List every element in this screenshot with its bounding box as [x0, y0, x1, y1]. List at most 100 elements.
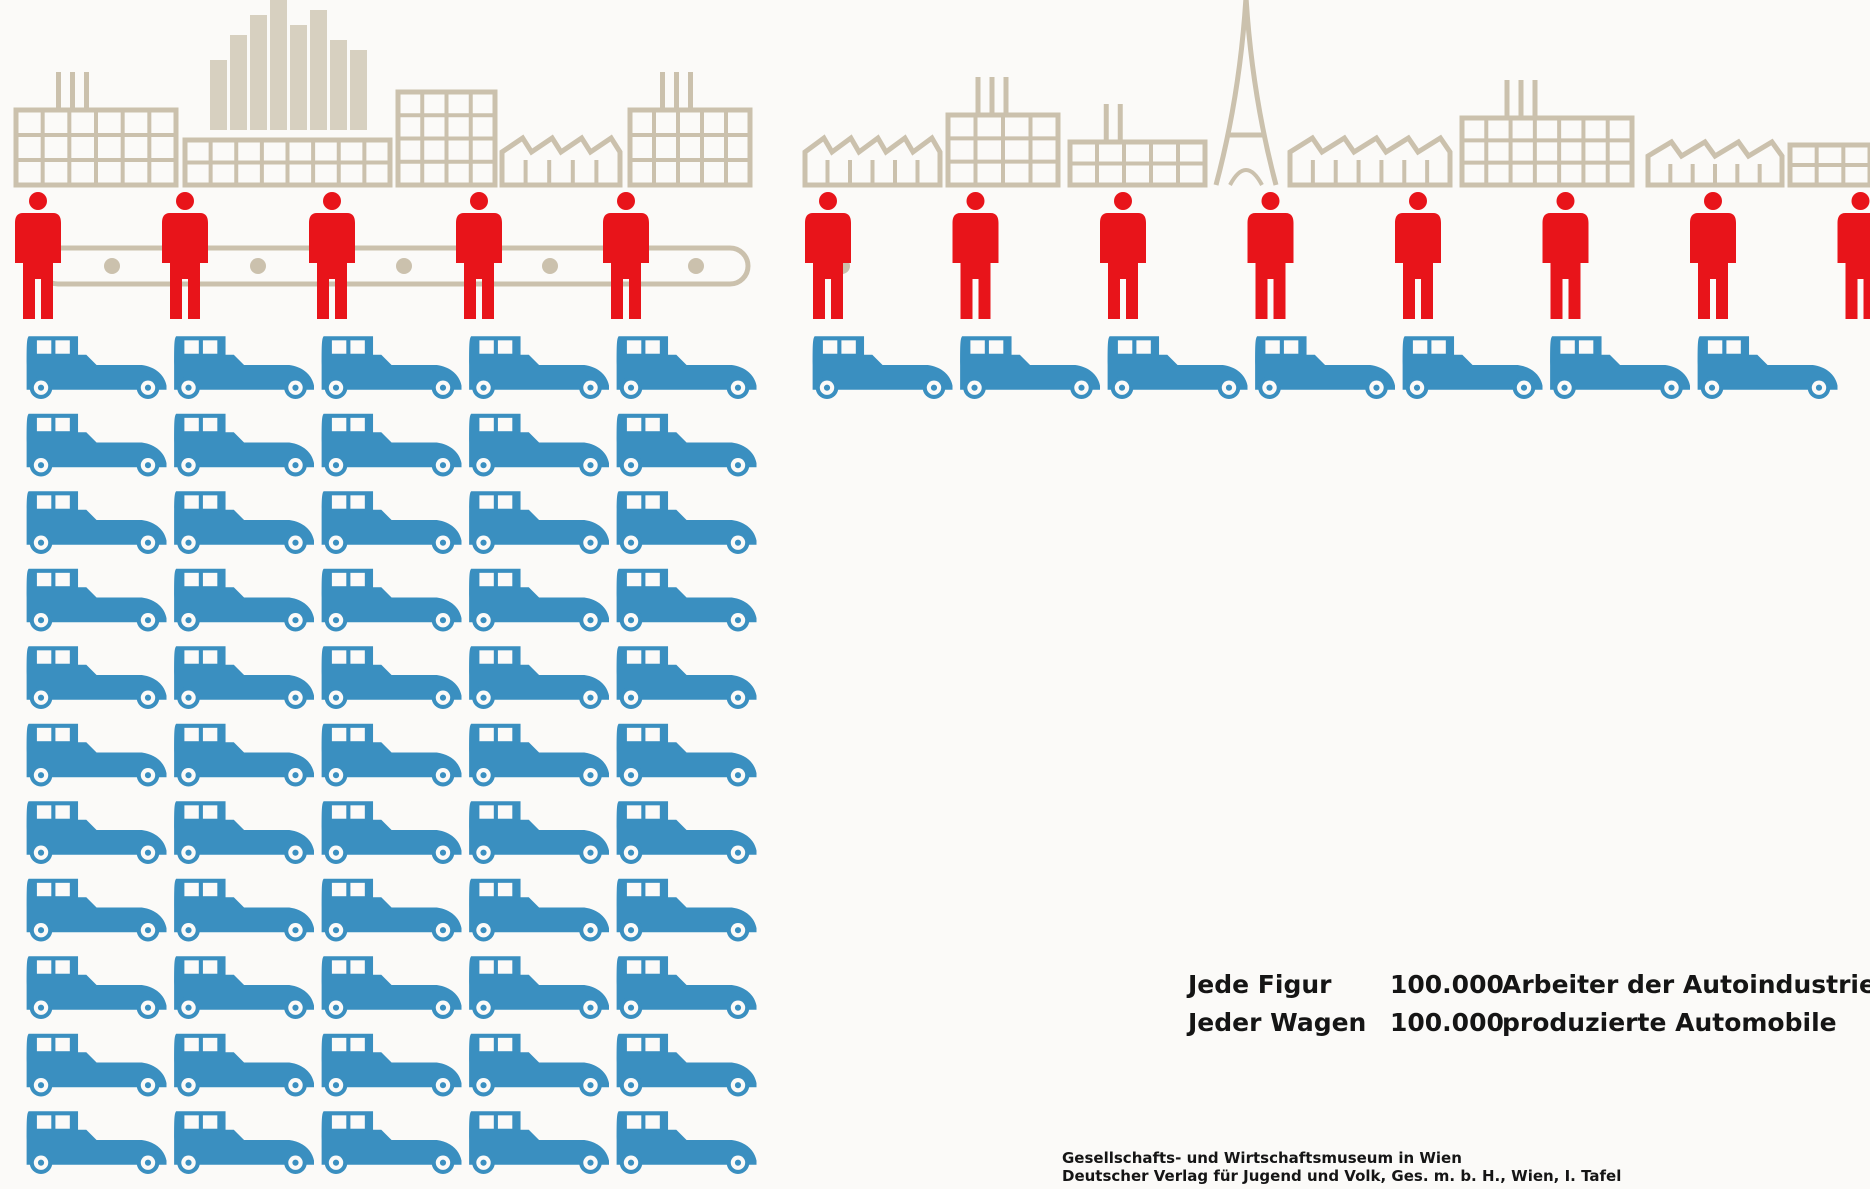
automobile-icon — [321, 413, 462, 477]
automobile-icon — [616, 646, 757, 709]
automobiles-left — [26, 336, 757, 1174]
automobile-icon — [321, 491, 462, 554]
automobile-icon — [1107, 336, 1248, 399]
legend-row-figure: Jede Figur 100.000 Arbeiter der Autoindu… — [1188, 966, 1870, 1004]
automobile-icon — [469, 1111, 609, 1174]
factory-skyline-right — [802, 0, 1870, 188]
worker-figure-icon — [952, 192, 999, 319]
automobile-icon — [469, 956, 609, 1019]
automobile-icon — [1402, 336, 1543, 399]
worker-figure-icon — [1690, 192, 1736, 319]
legend-row-car: Jeder Wagen 100.000 produzierte Automobi… — [1188, 1004, 1870, 1042]
legend-text: Arbeiter der Autoindustrie — [1502, 970, 1870, 999]
automobile-icon — [616, 491, 757, 554]
automobile-icon — [616, 413, 757, 477]
factory-skyline-icon — [1067, 104, 1208, 188]
automobile-icon — [174, 491, 314, 554]
automobile-icon — [469, 878, 609, 942]
worker-figure-icon — [805, 192, 851, 319]
automobile-icon — [1697, 336, 1838, 399]
factory-skyline-icon — [945, 77, 1061, 188]
automobile-icon — [26, 336, 167, 399]
automobile-icon — [174, 956, 314, 1019]
credits: Gesellschafts- und Wirtschaftsmuseum in … — [1062, 1149, 1621, 1185]
eiffel-tower-icon — [1213, 0, 1279, 186]
worker-figure-icon — [15, 192, 61, 319]
automobile-icon — [469, 336, 609, 399]
automobile-icon — [616, 878, 757, 942]
automobile-icon — [26, 723, 167, 787]
automobile-icon — [321, 568, 462, 632]
skyscraper-icon — [210, 0, 367, 130]
factory-skyline-icon — [499, 134, 623, 188]
automobile-icon — [321, 646, 462, 709]
automobile-icon — [321, 801, 462, 864]
assembly-belt-icon — [37, 245, 850, 287]
factory-skyline-icon — [182, 137, 393, 188]
automobile-icon — [469, 413, 609, 477]
automobile-icon — [174, 646, 314, 709]
automobile-icon — [26, 491, 167, 554]
automobile-icon — [469, 1033, 609, 1097]
automobile-icon — [616, 1111, 757, 1174]
factory-skyline-icon — [1645, 138, 1785, 188]
worker-figures-right — [805, 192, 1870, 319]
legend-value: 100.000 — [1390, 1008, 1504, 1037]
factory-skyline-icon — [1459, 80, 1635, 188]
worker-figure-icon — [309, 192, 355, 319]
automobile-icon — [321, 1111, 462, 1174]
automobile-icon — [174, 878, 314, 942]
factory-skyline-icon — [13, 72, 179, 188]
automobile-icon — [321, 336, 462, 399]
automobile-icon — [469, 646, 609, 709]
automobile-icon — [26, 801, 167, 864]
automobile-icon — [616, 336, 757, 399]
factory-skyline-icon — [395, 89, 498, 188]
automobile-icon — [616, 801, 757, 864]
automobile-icon — [616, 1033, 757, 1097]
worker-figure-icon — [162, 192, 208, 319]
factory-skyline-icon — [1787, 142, 1870, 188]
automobile-icon — [321, 878, 462, 942]
automobile-icon — [26, 413, 167, 477]
automobile-icon — [1255, 336, 1395, 399]
automobile-icon — [469, 801, 609, 864]
worker-figure-icon — [1395, 192, 1441, 319]
automobile-icon — [174, 413, 314, 477]
automobile-icon — [812, 336, 953, 399]
automobile-icon — [174, 723, 314, 787]
automobile-icon — [174, 801, 314, 864]
automobile-icon — [469, 568, 609, 632]
automobile-icon — [26, 956, 167, 1019]
automobile-icon — [321, 1033, 462, 1097]
automobile-icon — [26, 646, 167, 709]
legend-label: Jede Figur — [1188, 970, 1332, 999]
worker-figure-icon — [1247, 192, 1294, 319]
legend-text: produzierte Automobile — [1502, 1008, 1837, 1037]
factory-skyline-icon — [627, 72, 753, 188]
automobiles-right — [812, 336, 1838, 399]
factory-skyline-icon — [1287, 134, 1453, 188]
automobile-icon — [469, 491, 609, 554]
credits-line-publisher: Deutscher Verlag für Jugend und Volk, Ge… — [1062, 1167, 1622, 1185]
automobile-icon — [616, 723, 757, 787]
automobile-icon — [174, 1111, 314, 1174]
automobile-icon — [616, 568, 757, 632]
worker-figures-left — [15, 192, 649, 319]
automobile-icon — [174, 1033, 314, 1097]
worker-figure-icon — [1542, 192, 1589, 319]
automobile-icon — [174, 336, 314, 399]
automobile-icon — [174, 568, 314, 632]
automobile-icon — [321, 723, 462, 787]
legend-value: 100.000 — [1390, 970, 1504, 999]
automobile-icon — [960, 336, 1100, 399]
factory-skyline-left — [13, 0, 753, 188]
automobile-icon — [1550, 336, 1690, 399]
worker-figure-icon — [603, 192, 649, 319]
worker-figure-icon — [1100, 192, 1146, 319]
automobile-icon — [26, 1111, 167, 1174]
automobile-icon — [469, 723, 609, 787]
legend: Jede Figur 100.000 Arbeiter der Autoindu… — [1188, 966, 1870, 1042]
worker-figure-icon — [456, 192, 502, 319]
